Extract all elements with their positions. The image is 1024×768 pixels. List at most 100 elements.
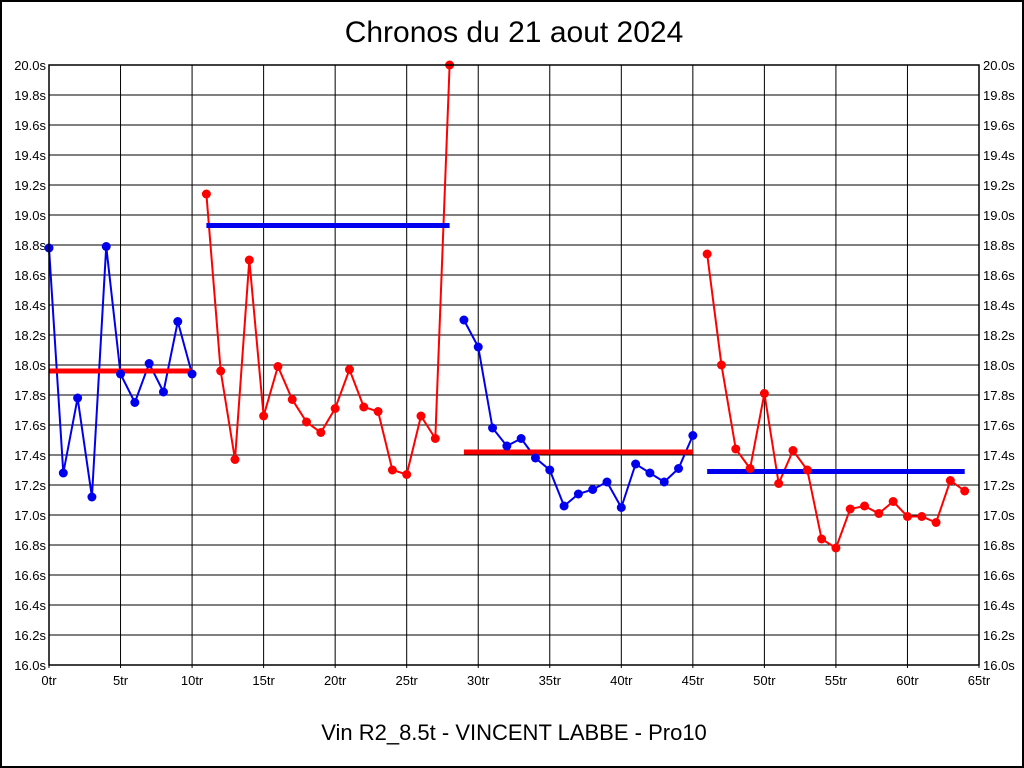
stint-2-red-markers — [201, 60, 455, 479]
data-point — [860, 501, 870, 511]
data-point — [559, 501, 569, 511]
data-point — [588, 485, 598, 494]
y-tick-label: 16.6s — [14, 568, 46, 583]
x-tick-label: 0tr — [41, 673, 57, 688]
data-point — [58, 468, 68, 478]
data-point — [101, 242, 111, 251]
data-point — [387, 465, 397, 475]
stint-3-blue-line — [463, 319, 694, 510]
data-point — [216, 366, 226, 376]
y-tick-label: 20.0s — [14, 58, 46, 73]
data-point — [73, 393, 83, 403]
data-point — [201, 189, 211, 199]
data-point — [702, 249, 712, 259]
data-point — [344, 365, 354, 374]
data-point — [874, 509, 884, 518]
y-tick-label: 18.2s — [983, 328, 1015, 343]
y-tick-label: 19.8s — [14, 88, 46, 103]
y-tick-label: 17.4s — [983, 448, 1015, 463]
x-tick-label: 25tr — [395, 673, 418, 688]
y-tick-label: 16.0s — [14, 658, 46, 673]
x-tick-label: 5tr — [113, 673, 129, 688]
y-tick-label: 16.2s — [983, 628, 1015, 643]
data-point — [573, 489, 583, 499]
x-tick-label: 55tr — [825, 673, 848, 688]
y-tick-label: 18.4s — [983, 298, 1015, 313]
y-tick-label: 18.6s — [14, 268, 46, 283]
gridlines — [48, 64, 980, 668]
data-point — [831, 543, 841, 553]
y-tick-label: 18.4s — [14, 298, 46, 313]
y-tick-label: 16.2s — [14, 628, 46, 643]
data-point — [745, 464, 755, 473]
x-tick-label: 35tr — [539, 673, 562, 688]
data-point — [788, 446, 798, 455]
data-point — [158, 387, 168, 397]
data-point — [802, 465, 812, 475]
data-point — [731, 444, 741, 454]
y-tick-label: 19.2s — [983, 178, 1015, 193]
x-axis-labels: 0tr 5tr 10tr 15tr 20tr 25tr 30tr 35tr 40tr 45tr 50… — [41, 673, 990, 688]
x-tick-label: 40tr — [610, 673, 633, 688]
data-point — [516, 434, 526, 443]
data-point — [845, 504, 855, 514]
data-point — [173, 317, 183, 326]
stint-2-red-line — [205, 64, 451, 476]
y-tick-label: 17.8s — [14, 388, 46, 403]
y-tick-label: 17.2s — [14, 478, 46, 493]
data-point — [430, 434, 440, 443]
data-point — [774, 479, 784, 488]
data-point — [931, 518, 941, 527]
data-point — [402, 470, 412, 479]
y-tick-label: 16.4s — [14, 598, 46, 613]
y-tick-label: 18.8s — [14, 238, 46, 253]
data-point — [316, 428, 326, 437]
y-tick-label: 19.0s — [983, 208, 1015, 223]
data-point — [359, 402, 369, 412]
x-tick-label: 60tr — [896, 673, 919, 688]
data-point — [116, 369, 126, 379]
y-axis-labels-right: 20.0s 19.8s 19.6s 19.4s 19.2s 19.0s 18.8s 18.6s… — [983, 58, 1015, 673]
y-tick-label: 16.0s — [983, 658, 1015, 673]
x-tick-label: 65tr — [968, 673, 991, 688]
data-point — [488, 423, 498, 433]
data-point — [945, 476, 955, 485]
y-tick-label: 16.8s — [14, 538, 46, 553]
y-tick-label: 19.6s — [14, 118, 46, 133]
data-point — [616, 503, 626, 512]
data-point — [960, 486, 970, 496]
x-tick-label: 45tr — [682, 673, 705, 688]
data-point — [888, 497, 898, 506]
y-tick-label: 16.8s — [983, 538, 1015, 553]
y-tick-label: 19.6s — [983, 118, 1015, 133]
y-axis-labels-left: 20.0s 19.8s 19.6s 19.4s 19.2s 19.0s 18.8s 18.6s… — [14, 58, 46, 673]
data-point — [659, 477, 669, 487]
x-tick-label: 15tr — [252, 673, 275, 688]
data-point — [602, 477, 612, 487]
y-tick-label: 18.8s — [983, 238, 1015, 253]
y-tick-label: 17.0s — [14, 508, 46, 523]
data-point — [817, 534, 827, 544]
data-point — [645, 468, 655, 478]
plot-border — [48, 64, 980, 666]
data-point — [259, 411, 269, 421]
data-point — [688, 431, 698, 440]
y-tick-label: 19.0s — [14, 208, 46, 223]
data-point — [130, 398, 140, 407]
data-point — [373, 407, 383, 416]
y-tick-label: 16.4s — [983, 598, 1015, 613]
chart-title: Chronos du 21 aout 2024 — [344, 16, 684, 49]
data-point — [302, 417, 312, 427]
y-tick-label: 18.6s — [983, 268, 1015, 283]
y-tick-label: 18.0s — [983, 358, 1015, 373]
data-point — [244, 255, 254, 265]
data-point — [902, 512, 912, 521]
y-tick-label: 19.4s — [14, 148, 46, 163]
data-point — [273, 362, 283, 371]
x-tick-label: 30tr — [467, 673, 490, 688]
data-point — [330, 404, 340, 413]
y-tick-label: 16.6s — [983, 568, 1015, 583]
data-point — [87, 492, 97, 502]
stint-3-blue-markers — [459, 315, 698, 512]
x-tick-label: 20tr — [324, 673, 347, 688]
